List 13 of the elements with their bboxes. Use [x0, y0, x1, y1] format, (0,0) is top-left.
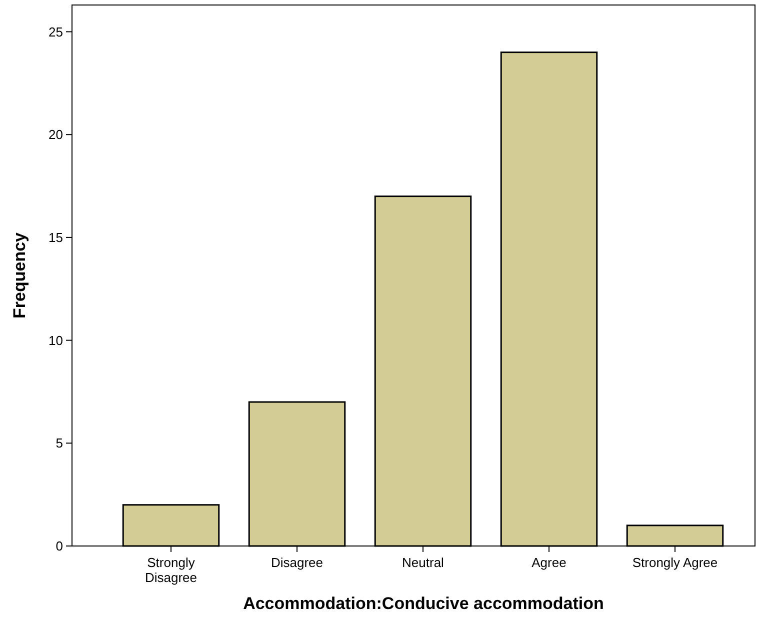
- y-tick-label: 15: [48, 230, 63, 245]
- y-tick-label: 10: [48, 332, 63, 348]
- x-tick-label: Neutral: [402, 555, 444, 570]
- y-tick-label: 0: [56, 538, 63, 554]
- x-tick-label: Strongly Disagree: [144, 555, 198, 585]
- y-tick-label: 20: [48, 127, 63, 142]
- x-tick-label: Strongly Agree: [632, 555, 718, 570]
- x-tick-label: Disagree: [270, 555, 324, 570]
- x-tick-label: Agree: [532, 555, 566, 570]
- x-axis-title: Accommodation:Conducive accommodation: [243, 594, 604, 613]
- y-tick-label: 5: [56, 436, 63, 451]
- y-tick-label: 25: [48, 24, 63, 40]
- y-axis-title: Frequency: [10, 232, 29, 318]
